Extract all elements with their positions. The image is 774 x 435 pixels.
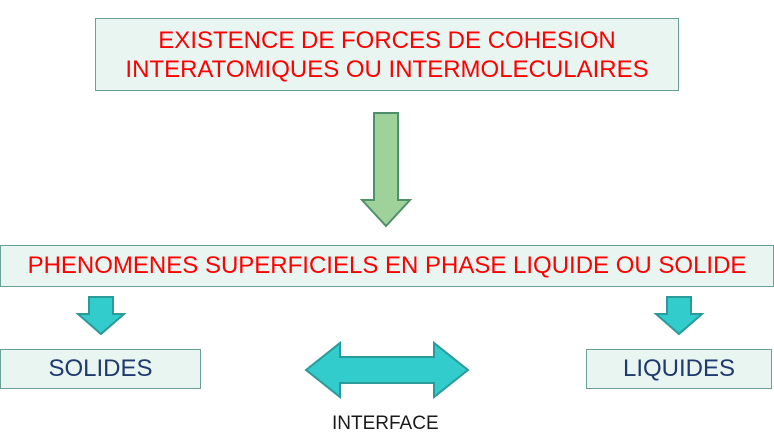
cohesion-forces-line2: INTERATOMIQUES OU INTERMOLECULAIRES [125,55,649,83]
surface-phenomena-label: PHENOMENES SUPERFICIELS EN PHASE LIQUIDE… [27,252,747,279]
down-arrow-left-teal-icon [75,296,127,336]
cohesion-forces-box: EXISTENCE DE FORCES DE COHESION INTERATO… [95,18,679,91]
down-arrow-right-teal-icon [653,296,705,336]
cohesion-forces-line1: EXISTENCE DE FORCES DE COHESION [158,26,616,54]
liquides-label: LIQUIDES [622,355,736,382]
solides-box: SOLIDES [0,349,201,389]
solides-label: SOLIDES [48,355,153,382]
surface-phenomena-box: PHENOMENES SUPERFICIELS EN PHASE LIQUIDE… [0,245,774,287]
down-arrow-green-icon [359,112,413,228]
double-arrow-teal-icon [304,340,470,400]
liquides-box: LIQUIDES [586,349,772,389]
interface-label: INTERFACE [332,413,439,434]
